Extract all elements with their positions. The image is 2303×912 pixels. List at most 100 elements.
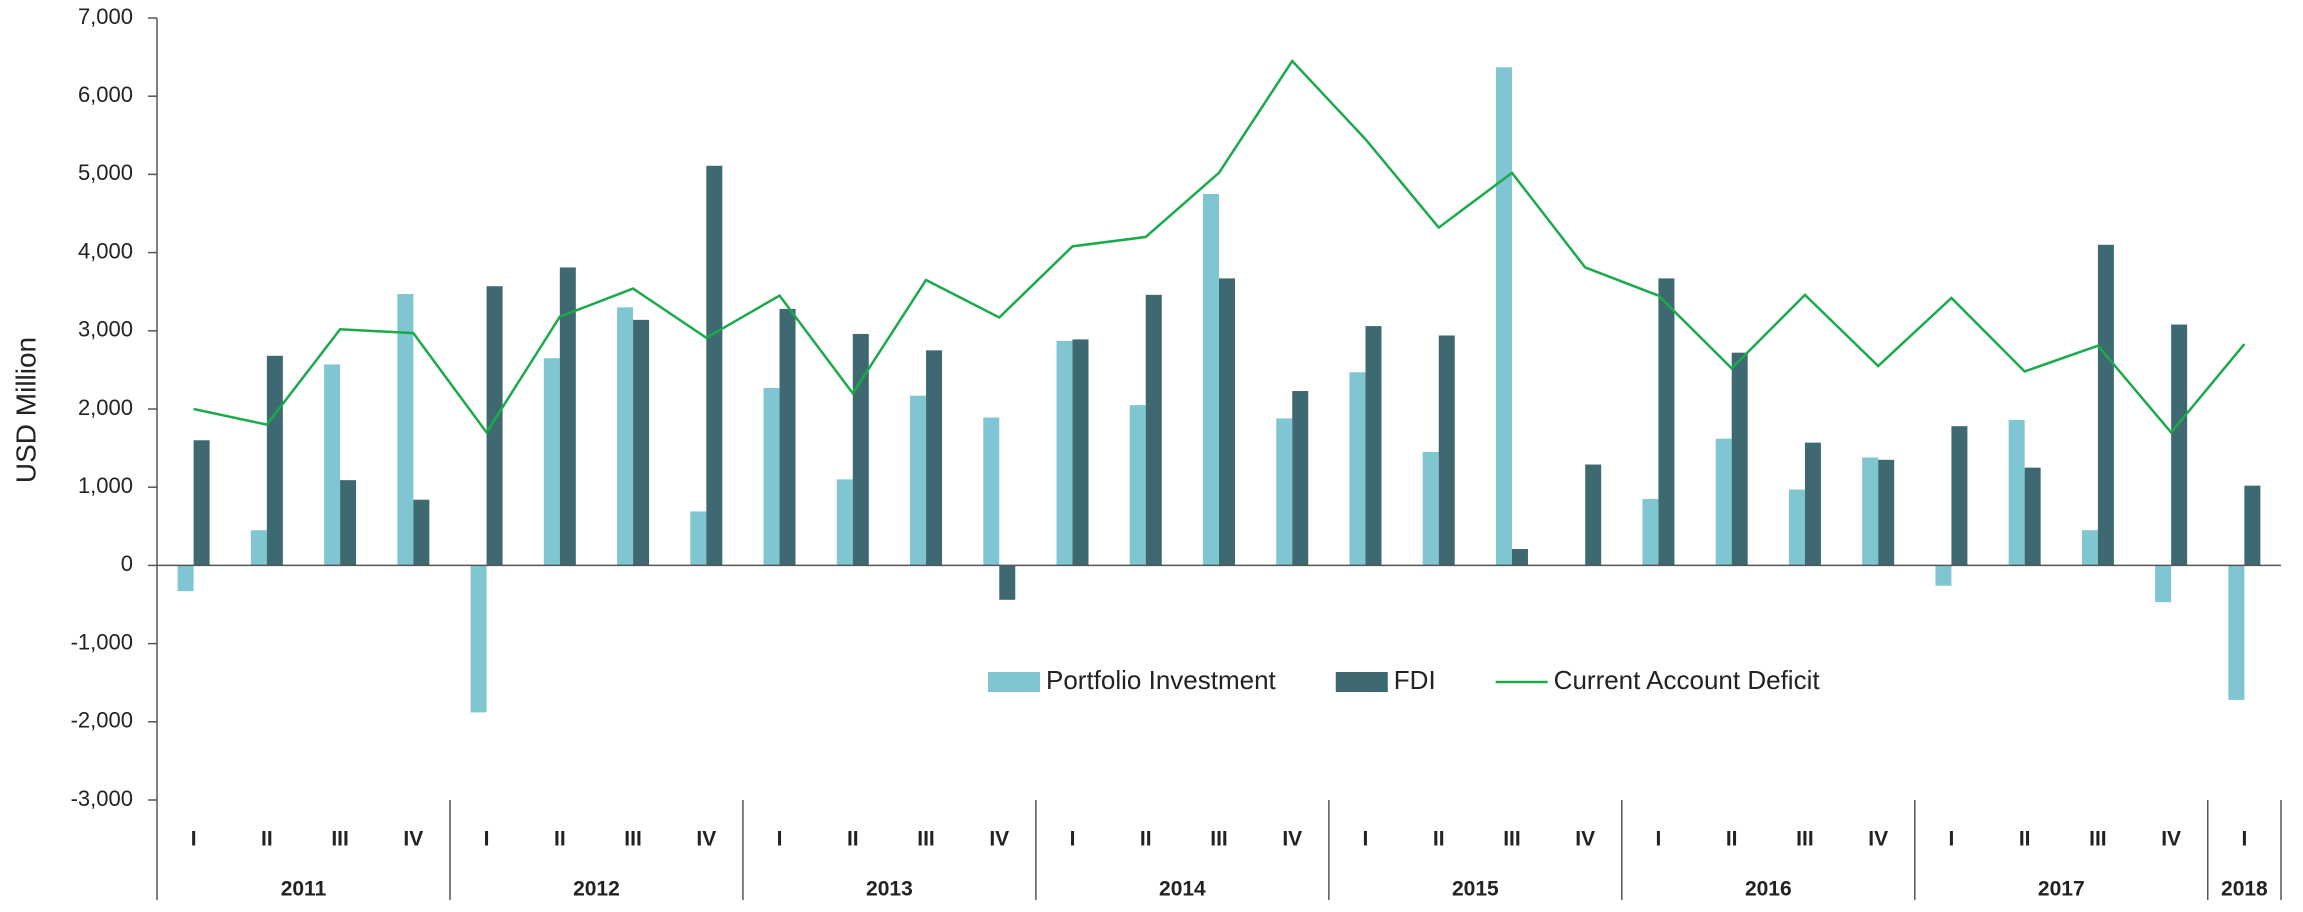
x-tick-label: II: [554, 828, 566, 851]
bar: [266, 355, 283, 566]
y-tick-label: 5,000: [78, 160, 133, 185]
bar: [1349, 372, 1366, 566]
bar: [2024, 467, 2041, 566]
bar: [1129, 405, 1146, 566]
bar: [1056, 340, 1073, 566]
bar: [1715, 438, 1732, 566]
x-tick-label: I: [484, 828, 490, 851]
x-tick-label: IV: [2161, 828, 2181, 851]
x-tick-label: IV: [1868, 828, 1888, 851]
bar: [1276, 418, 1293, 566]
bar: [2244, 485, 2261, 566]
legend-label: FDI: [1394, 665, 1436, 695]
bar: [1511, 548, 1528, 566]
bar: [1788, 489, 1805, 566]
bar: [486, 286, 503, 566]
x-tick-label: I: [191, 828, 197, 851]
bar: [2081, 530, 2098, 566]
y-tick-label: 1,000: [78, 473, 133, 498]
bar: [2171, 324, 2188, 566]
x-tick-label: II: [1726, 828, 1738, 851]
bar: [1878, 459, 1895, 566]
x-group-label: 2015: [1452, 878, 1499, 901]
x-tick-label: I: [2241, 828, 2247, 851]
y-tick-label: 4,000: [78, 238, 133, 263]
y-tick-label: 0: [121, 551, 133, 576]
x-tick-label: III: [624, 828, 642, 851]
bar: [999, 565, 1016, 600]
legend-label: Portfolio Investment: [1046, 665, 1277, 695]
bar: [983, 417, 1000, 566]
bar: [397, 294, 414, 566]
bar: [706, 165, 723, 566]
bar: [559, 267, 576, 566]
bar: [543, 358, 560, 566]
x-tick-label: IV: [403, 828, 423, 851]
x-tick-label: II: [1140, 828, 1152, 851]
bar: [1862, 457, 1879, 566]
bar: [177, 565, 194, 592]
x-tick-label: II: [1433, 828, 1445, 851]
bar: [1145, 294, 1162, 566]
bar: [1658, 278, 1675, 566]
bar: [193, 440, 210, 566]
x-tick-label: III: [1210, 828, 1228, 851]
x-tick-label: III: [2089, 828, 2107, 851]
x-tick-label: IV: [1575, 828, 1595, 851]
x-group-label: 2018: [2221, 878, 2268, 901]
bar: [340, 480, 357, 566]
bar: [2228, 565, 2245, 700]
x-tick-label: III: [917, 828, 935, 851]
bar: [763, 387, 780, 566]
bar: [926, 350, 943, 566]
legend-swatch: [1335, 672, 1388, 692]
bar: [1072, 339, 1089, 566]
bar: [1495, 67, 1512, 566]
y-tick-label: 6,000: [78, 82, 133, 107]
bar: [1203, 193, 1219, 566]
x-tick-label: IV: [989, 828, 1009, 851]
x-tick-label: I: [777, 828, 783, 851]
x-group-label: 2017: [2038, 878, 2085, 901]
bar: [1951, 426, 1968, 566]
bar: [470, 565, 487, 713]
x-tick-label: I: [1363, 828, 1369, 851]
y-tick-label: 2,000: [78, 395, 133, 420]
x-tick-label: I: [1656, 828, 1662, 851]
bar: [779, 308, 796, 566]
bar: [1804, 442, 1821, 566]
x-group-label: 2016: [1745, 878, 1792, 901]
bar: [324, 364, 341, 566]
y-tick-label: 3,000: [78, 317, 133, 342]
bar: [1219, 278, 1235, 566]
bar: [1292, 391, 1309, 566]
x-tick-label: IV: [696, 828, 716, 851]
x-tick-label: II: [261, 828, 273, 851]
bar: [1585, 464, 1602, 566]
x-tick-label: III: [331, 828, 349, 851]
y-tick-label: -2,000: [71, 708, 133, 733]
bar: [1365, 326, 1382, 566]
bar: [836, 479, 853, 566]
bar: [633, 319, 650, 566]
x-tick-label: II: [847, 828, 859, 851]
x-tick-label: I: [1070, 828, 1076, 851]
bar: [852, 333, 869, 566]
bar: [1731, 352, 1748, 566]
bar: [910, 395, 927, 566]
bar: [617, 307, 634, 566]
line: [193, 58, 2246, 435]
y-tick-label: 7,000: [78, 4, 133, 29]
bar: [2008, 419, 2025, 566]
bar: [1422, 452, 1439, 566]
y-tick-label: -3,000: [71, 786, 133, 811]
bar: [2097, 244, 2114, 566]
bar: [1642, 498, 1659, 566]
x-tick-label: III: [1503, 828, 1521, 851]
x-group-label: 2013: [866, 878, 913, 901]
bar: [690, 511, 707, 566]
y-tick-label: -1,000: [71, 629, 133, 654]
x-group-label: 2014: [1159, 878, 1206, 901]
x-tick-label: III: [1796, 828, 1814, 851]
